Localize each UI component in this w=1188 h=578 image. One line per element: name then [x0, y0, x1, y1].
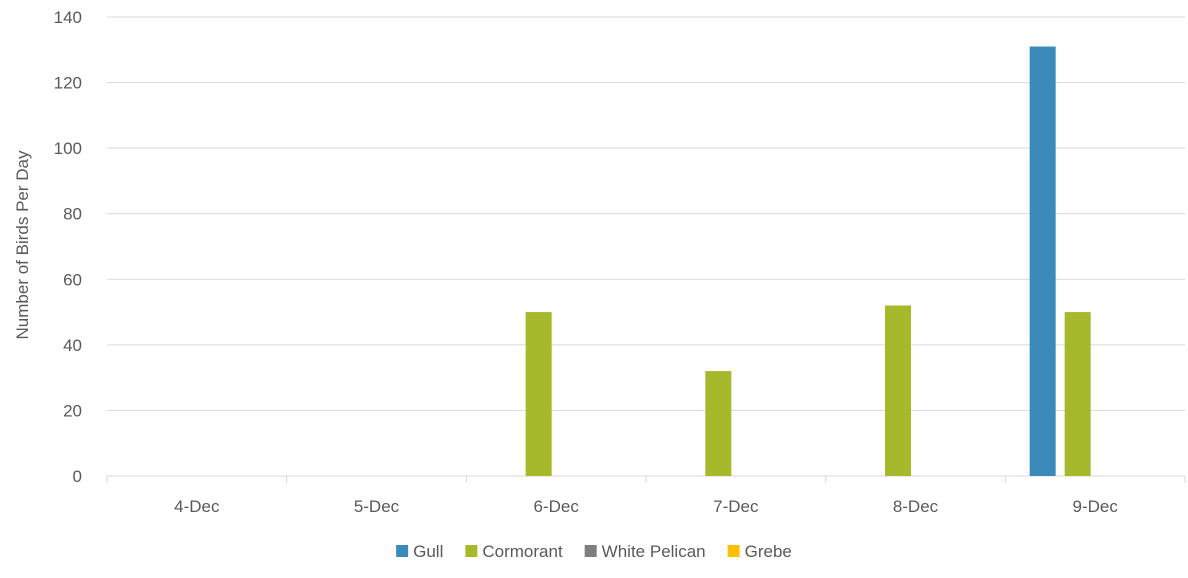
y-tick-label: 100 — [54, 139, 82, 158]
legend-swatch — [396, 545, 409, 557]
legend-label: Cormorant — [482, 542, 563, 561]
y-tick-label: 140 — [54, 8, 82, 27]
y-tick-label: 120 — [54, 74, 82, 93]
x-tick-label: 5-Dec — [354, 497, 400, 516]
legend: Gull Cormorant White Pelican Grebe — [396, 542, 792, 561]
gridlines — [107, 16, 1185, 411]
x-tick-label: 7-Dec — [713, 497, 759, 516]
legend-label: Gull — [413, 542, 443, 561]
legend-swatch — [584, 545, 597, 557]
legend-label: Grebe — [745, 542, 792, 561]
legend-item: Grebe — [727, 542, 792, 561]
y-axis-title: Number of Birds Per Day — [13, 150, 32, 339]
y-axis-ticks: 0 20 40 60 80 100 120 140 — [54, 8, 82, 486]
bar-cormorant — [525, 312, 552, 476]
bar-cormorant — [885, 305, 911, 476]
x-tick-label: 9-Dec — [1072, 497, 1118, 516]
legend-item: Gull — [396, 542, 443, 561]
legend-item: White Pelican — [584, 542, 706, 561]
x-tick-label: 8-Dec — [893, 497, 939, 516]
x-tick-label: 6-Dec — [533, 497, 579, 516]
y-tick-label: 80 — [63, 205, 82, 224]
x-tick-label: 4-Dec — [174, 497, 220, 516]
legend-swatch — [727, 545, 740, 557]
bar-cormorant — [1064, 312, 1091, 476]
x-axis: 4-Dec 5-Dec 6-Dec 7-Dec 8-Dec 9-Dec — [106, 475, 1186, 516]
y-tick-label: 0 — [73, 467, 82, 486]
bars — [525, 46, 1091, 476]
y-tick-label: 40 — [63, 336, 82, 355]
bar-cormorant — [705, 371, 732, 476]
legend-swatch — [465, 545, 478, 557]
y-tick-label: 60 — [63, 270, 82, 289]
bar-gull — [1029, 46, 1056, 476]
legend-item: Cormorant — [465, 542, 563, 561]
legend-label: White Pelican — [602, 542, 706, 561]
y-tick-label: 20 — [63, 401, 82, 420]
